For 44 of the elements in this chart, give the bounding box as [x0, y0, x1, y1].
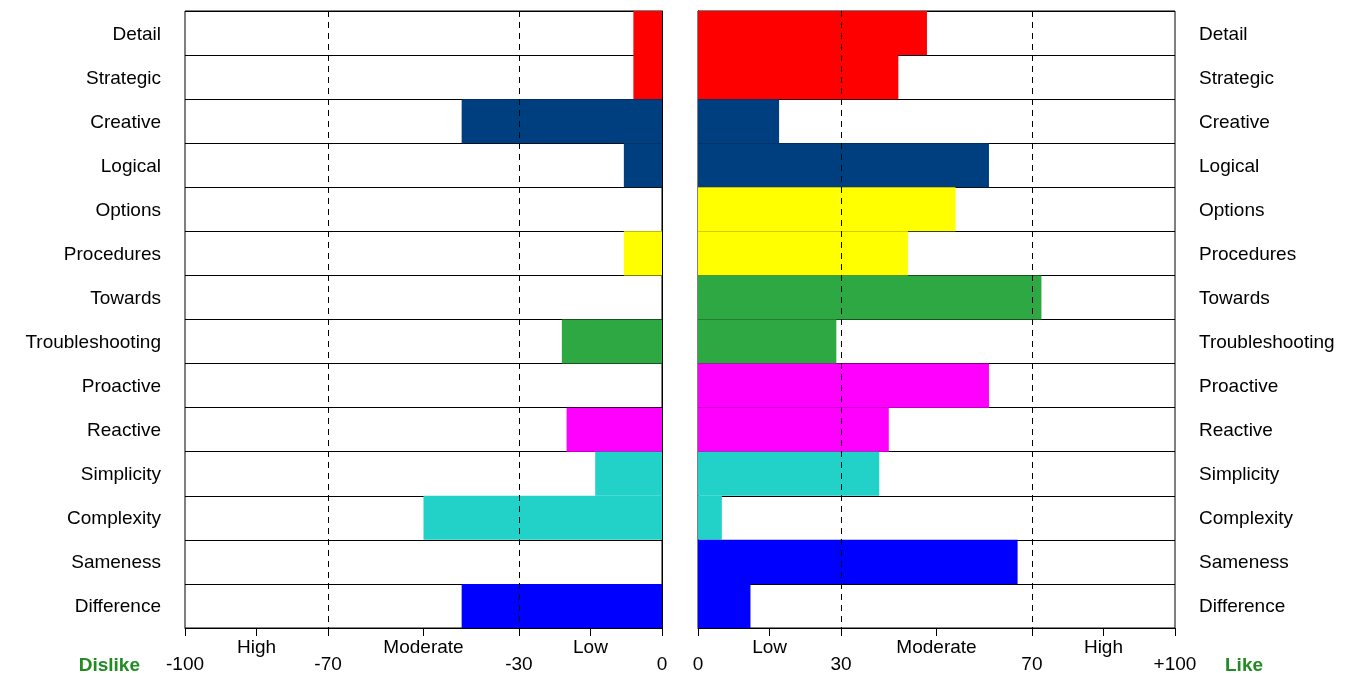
y-tick-label: Logical [100, 154, 161, 176]
y-tick-label: Strategic [1199, 66, 1274, 88]
y-tick-label: Strategic [86, 66, 161, 88]
text: Moderate [383, 635, 464, 657]
y-tick-label: Complexity [1199, 507, 1294, 529]
x-axis-title: Like [1225, 653, 1264, 673]
x-tick-label: 70 [1021, 653, 1043, 673]
y-tick-label: Detail [112, 22, 161, 44]
x-tick-label: 0 [656, 653, 668, 673]
y-tick-label: Towards [90, 286, 161, 308]
y-tick-label: Simplicity [80, 463, 162, 485]
y-tick-label: Proactive [81, 375, 161, 397]
y-tick-label: Difference [1199, 595, 1286, 617]
y-tick-label: Reactive [1199, 419, 1273, 441]
y-tick-label: Creative [90, 110, 161, 132]
y-tick-label: Difference [74, 595, 161, 617]
y-tick-label: Options [95, 198, 161, 220]
text: Low [573, 635, 609, 657]
y-tick-label: Detail [1199, 22, 1248, 44]
y-tick-label: Options [1199, 198, 1265, 220]
x-tick-label: -70 [314, 653, 342, 673]
y-tick-label: Sameness [71, 551, 161, 573]
y-tick-label: Procedures [63, 242, 161, 264]
y-tick-label: Towards [1199, 286, 1270, 308]
text: Moderate [896, 635, 977, 657]
y-tick-label: Complexity [67, 507, 162, 529]
y-tick-label: Reactive [87, 419, 161, 441]
text: Low [752, 635, 788, 657]
y-tick-label: Creative [1199, 110, 1270, 132]
x-tick-label: -100 [165, 653, 205, 673]
y-tick-label: Procedures [1199, 242, 1297, 264]
x-tick-label: 0 [692, 653, 704, 673]
x-tick-label: -30 [505, 653, 533, 673]
x-tick-label: +100 [1153, 653, 1197, 673]
x-axis-title: Dislike [78, 653, 140, 673]
y-tick-label: Sameness [1199, 551, 1289, 573]
y-tick-label: Proactive [1199, 375, 1279, 397]
text: High [1083, 635, 1123, 657]
text: High [237, 635, 277, 657]
y-tick-label: Troubleshooting [25, 331, 161, 353]
y-tick-label: Logical [1199, 154, 1260, 176]
y-tick-label: Simplicity [1199, 463, 1280, 485]
x-tick-label: 30 [830, 653, 852, 673]
y-tick-label: Troubleshooting [1199, 331, 1335, 353]
